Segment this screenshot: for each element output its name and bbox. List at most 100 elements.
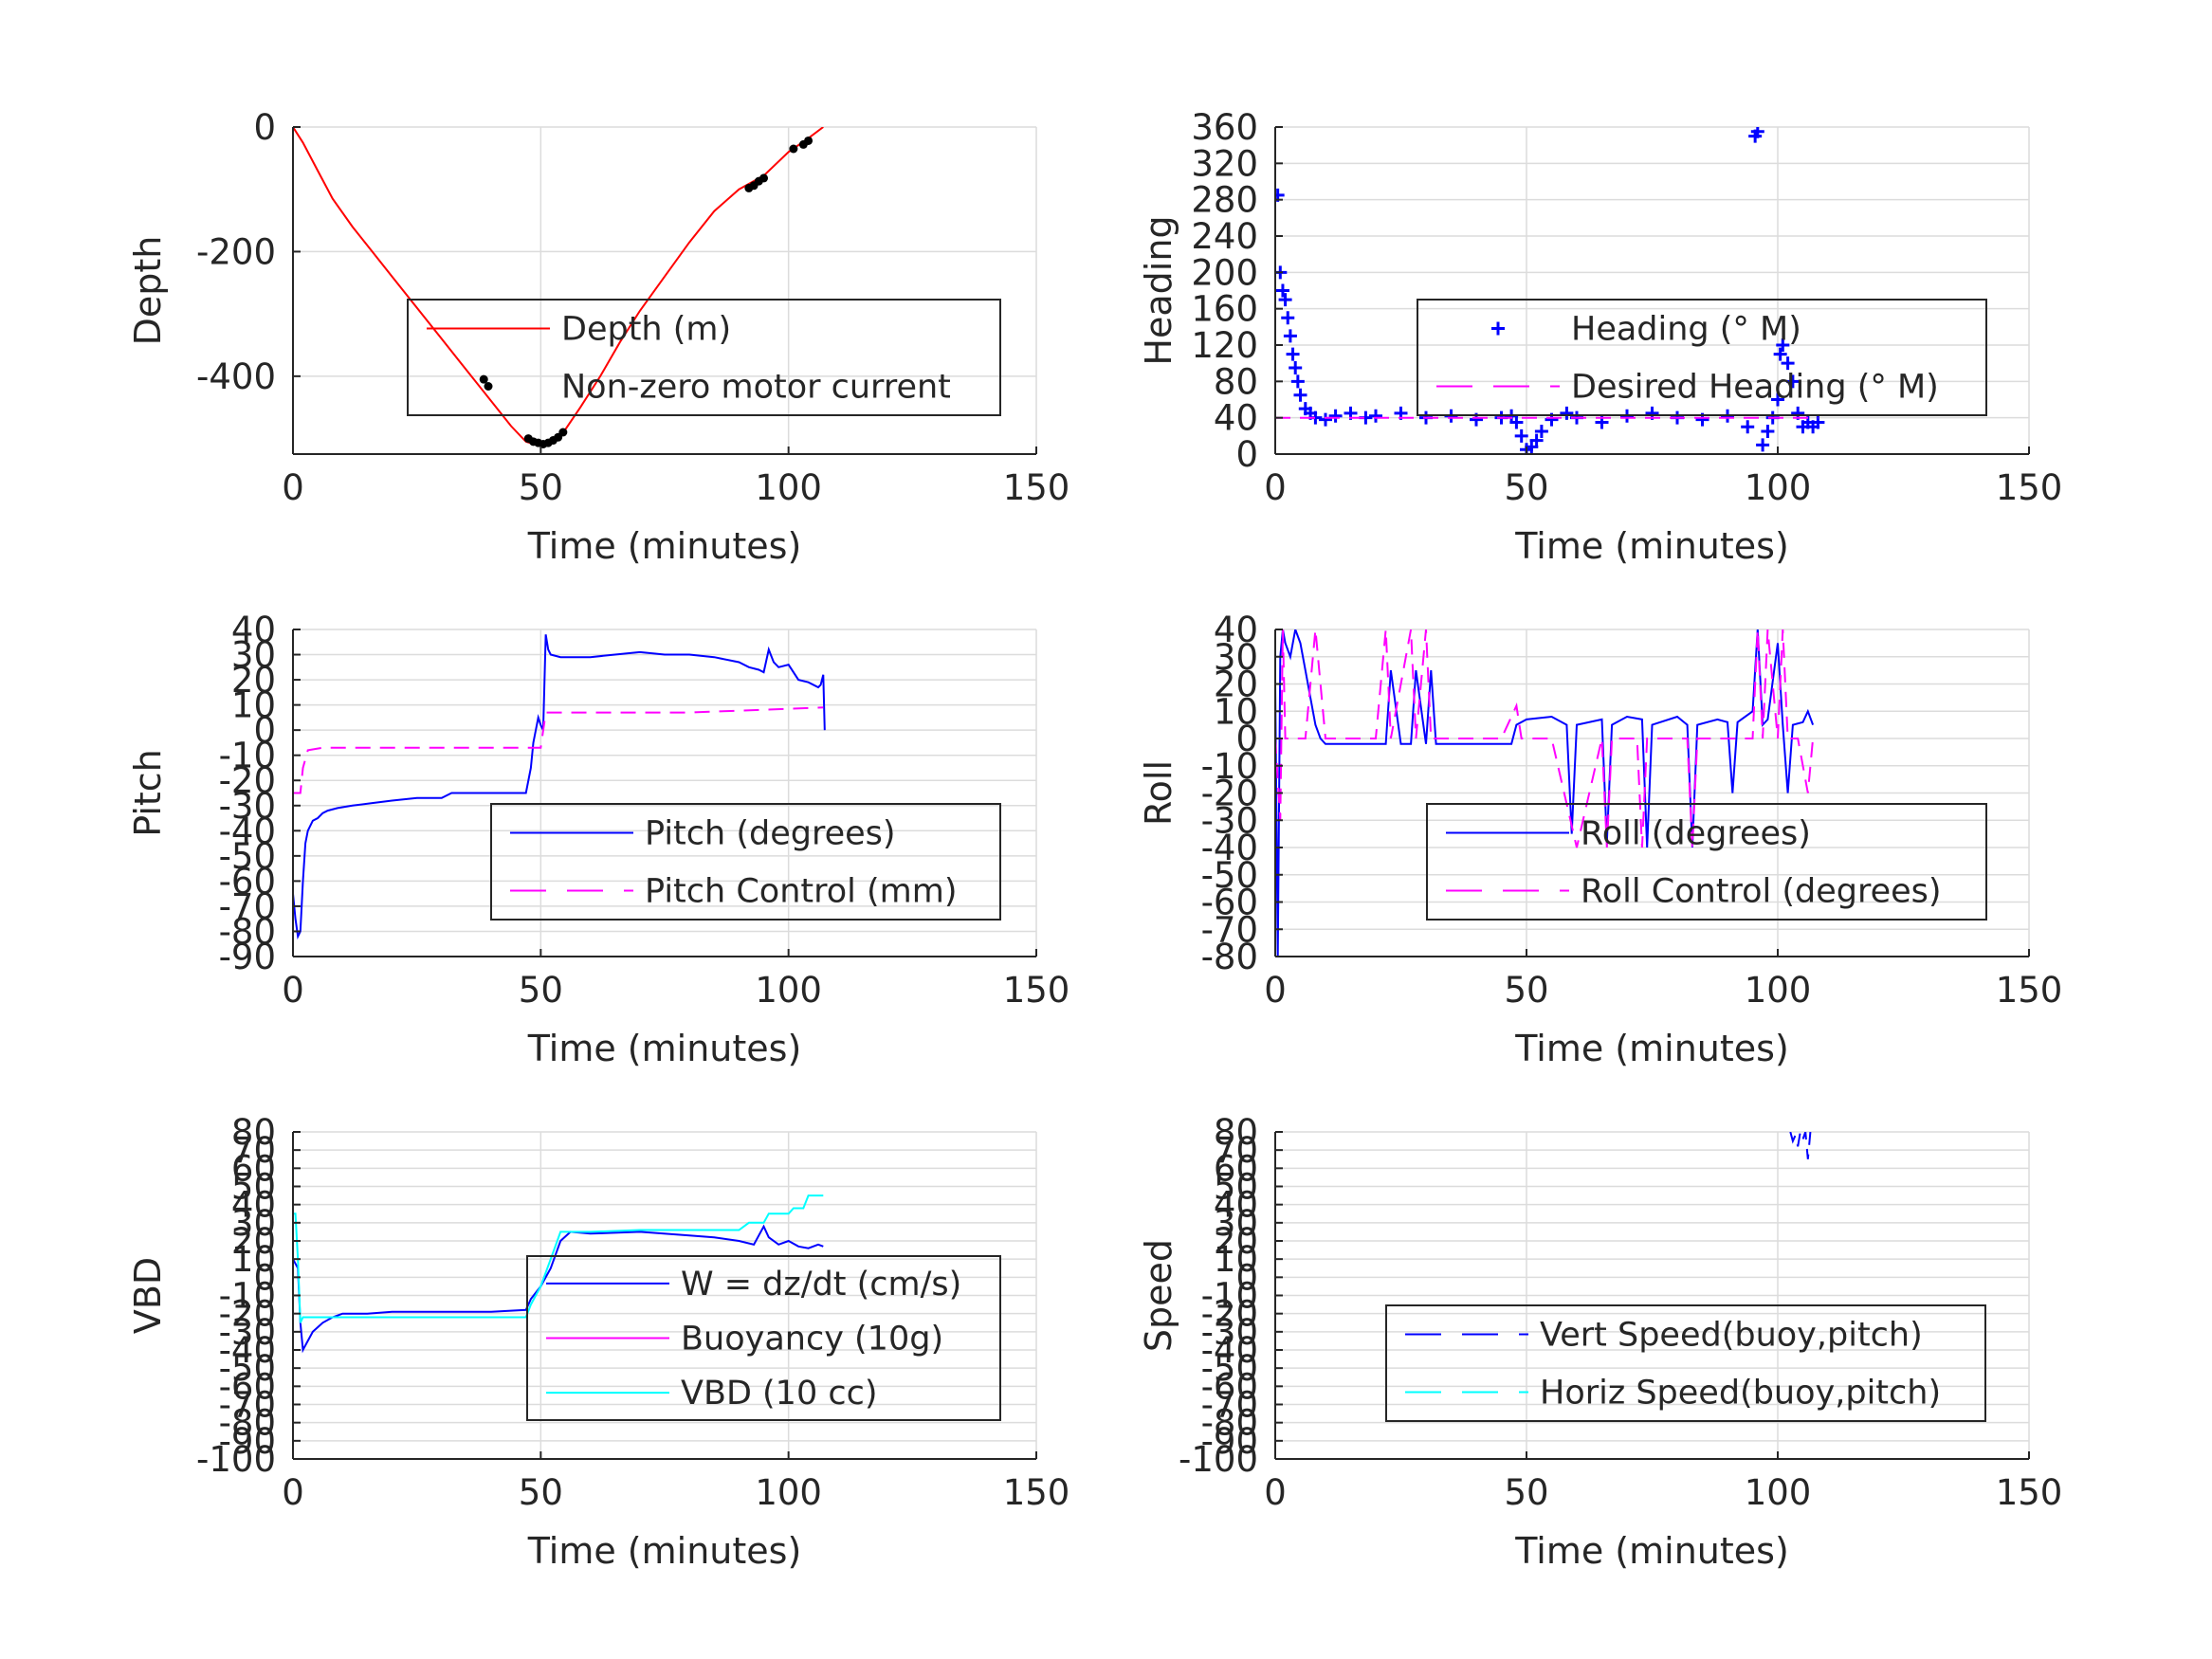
subplot-1: 0 50 100 150 0 -200 -400 Time (minutes) Depth Dep… xyxy=(127,107,1069,567)
y-tick-label: -80 xyxy=(1201,1403,1258,1444)
subplot-3: 0 50 100 150403020100-10-20-30-40-50-60-70-… xyxy=(127,610,1069,1069)
y-tick-label: 50 xyxy=(231,1167,276,1208)
data-point xyxy=(1293,388,1307,402)
x-tick-label: 50 xyxy=(1504,467,1548,508)
data-point xyxy=(1756,438,1770,452)
legend-entry: Pitch (degrees) xyxy=(510,815,896,853)
data-point xyxy=(1761,425,1775,439)
y-tick-label: 20 xyxy=(1214,1221,1258,1262)
series-1 xyxy=(293,1224,824,1354)
x-tick-label: 150 xyxy=(1996,970,2063,1011)
legend-entry: Pitch Control (mm) xyxy=(510,873,957,911)
x-tick-label: 50 xyxy=(519,970,563,1011)
plot-area xyxy=(1275,127,2029,454)
y-axis-label: Heading xyxy=(1138,215,1179,365)
data-point xyxy=(1278,293,1292,307)
data-point xyxy=(479,374,488,384)
data-point xyxy=(1741,420,1755,434)
y-tick-label: 0 xyxy=(1235,434,1258,475)
data-point xyxy=(1319,412,1332,427)
y-tick-label: -30 xyxy=(219,786,276,827)
x-tick-label: 100 xyxy=(755,970,822,1011)
x-tick-label: 0 xyxy=(282,467,304,508)
legend-label: Non-zero motor current xyxy=(561,369,951,407)
legend: Vert Speed(buoy,pitch) Horiz Speed(buoy,p… xyxy=(1385,1304,1986,1422)
y-tick-label: -40 xyxy=(219,1330,276,1371)
y-axis-label: Pitch xyxy=(127,749,169,837)
x-tick-label: 150 xyxy=(1996,467,2063,508)
y-tick-label: -50 xyxy=(1201,1348,1258,1389)
legend-box xyxy=(407,299,1001,416)
x-tick-label: 50 xyxy=(519,1472,563,1513)
y-tick-label: 0 xyxy=(253,710,276,751)
series-line xyxy=(293,1194,824,1323)
y-tick-label: 30 xyxy=(231,635,276,676)
y-tick-label: 70 xyxy=(231,1130,276,1171)
x-axis-label: Time (minutes) xyxy=(1514,525,1789,567)
subplot-5: 0 50 100 15080706050403020100-10-20-30-40-5… xyxy=(127,1112,1069,1572)
y-tick-label: 30 xyxy=(1214,637,1258,678)
legend-label: W = dz/dt (cm/s) xyxy=(681,1266,961,1304)
y-tick-label: -20 xyxy=(219,760,276,801)
y-tick-label: -60 xyxy=(219,861,276,902)
legend-box xyxy=(526,1255,1001,1421)
data-point xyxy=(1289,360,1303,374)
y-tick-label: -100 xyxy=(1179,1439,1258,1480)
x-tick-label: 150 xyxy=(1003,970,1070,1011)
data-point xyxy=(1286,347,1300,361)
legend-entry: W = dz/dt (cm/s) xyxy=(546,1266,961,1304)
data-point xyxy=(759,173,769,183)
y-tick-label: -40 xyxy=(1201,828,1258,868)
y-axis-label: VBD xyxy=(127,1257,169,1334)
data-point xyxy=(1771,392,1784,407)
data-point xyxy=(1750,127,1764,138)
y-tick-label: -20 xyxy=(1201,1294,1258,1335)
legend: Depth (m) Non-zero motor current xyxy=(407,299,1001,416)
x-tick-label: 50 xyxy=(1504,970,1548,1011)
y-tick-label: 240 xyxy=(1191,216,1258,257)
legend-label: Horiz Speed(buoy,pitch) xyxy=(1540,1375,1941,1413)
legend-label: Buoyancy (10g) xyxy=(681,1321,943,1358)
y-tick-label: -10 xyxy=(219,1276,276,1317)
y-tick-label: 0 xyxy=(1235,719,1258,759)
data-point xyxy=(1781,356,1795,371)
y-tick-label: 0 xyxy=(253,107,276,148)
data-point xyxy=(1785,374,1800,389)
y-tick-label: -50 xyxy=(219,1348,276,1389)
y-tick-label: 20 xyxy=(231,660,276,701)
y-tick-label: 10 xyxy=(1214,1239,1258,1280)
y-tick-label: -30 xyxy=(219,1312,276,1353)
y-tick-label: 120 xyxy=(1191,325,1258,366)
y-tick-label: 30 xyxy=(1214,1203,1258,1244)
y-tick-label: 60 xyxy=(231,1148,276,1189)
y-tick-label: 0 xyxy=(253,1257,276,1298)
y-tick-label: 0 xyxy=(1235,1257,1258,1298)
y-tick-label: 40 xyxy=(1214,610,1258,650)
legend-entry: Roll (degrees) xyxy=(1446,815,1811,853)
data-point xyxy=(1529,433,1544,447)
x-tick-label: 100 xyxy=(1745,1472,1812,1513)
y-tick-label: -70 xyxy=(1201,1385,1258,1426)
x-axis-label: Time (minutes) xyxy=(527,525,802,567)
legend: Heading (° M) Desired Heading (° M) xyxy=(1417,299,1987,416)
y-tick-label: -80 xyxy=(219,1403,276,1444)
x-axis-label: Time (minutes) xyxy=(527,1028,802,1069)
data-point xyxy=(1560,406,1574,420)
y-tick-label: 70 xyxy=(1214,1130,1258,1171)
y-tick-label: -70 xyxy=(219,1385,276,1426)
y-tick-label: -100 xyxy=(196,1439,276,1480)
y-tick-label: -60 xyxy=(219,1366,276,1407)
y-tick-label: -50 xyxy=(1201,855,1258,896)
x-tick-label: 100 xyxy=(1745,467,1812,508)
data-point xyxy=(1290,374,1305,389)
y-tick-label: 30 xyxy=(231,1203,276,1244)
y-tick-label: -10 xyxy=(1201,746,1258,787)
x-axis-label: Time (minutes) xyxy=(1514,1028,1789,1069)
series-line xyxy=(293,706,824,794)
data-point xyxy=(558,428,568,437)
x-tick-label: 0 xyxy=(282,970,304,1011)
data-point xyxy=(1369,409,1382,423)
legend-marker xyxy=(1491,321,1505,336)
y-tick-label: -90 xyxy=(219,937,276,977)
data-point xyxy=(1773,347,1787,361)
